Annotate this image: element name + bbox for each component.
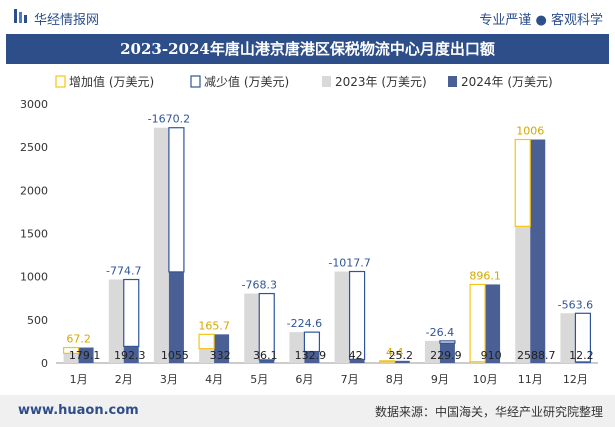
top-bar: 华经情报网 专业严谨 ● 客观科学 xyxy=(0,0,615,34)
slogan: 专业严谨 ● 客观科学 xyxy=(479,13,603,28)
bar-2024 xyxy=(394,360,410,363)
decrease-outline xyxy=(303,331,321,353)
decrease-value-label: -774.7 xyxy=(106,265,141,278)
bar-2024 xyxy=(304,351,320,363)
legend-increase-swatch xyxy=(55,75,66,88)
decrease-outline xyxy=(168,127,185,273)
value-2024-label: 332 xyxy=(210,349,231,362)
bar-2023 xyxy=(199,348,215,363)
bar-2024 xyxy=(123,346,139,363)
increase-outline xyxy=(198,333,215,350)
value-2024-label: 2588.7 xyxy=(517,349,556,362)
value-2024-label: 179.1 xyxy=(69,349,101,362)
increase-outline xyxy=(62,346,80,354)
bar-2024 xyxy=(530,139,546,363)
bar-2024 xyxy=(349,359,365,363)
brand-name: 华经情报网 xyxy=(34,13,100,28)
bar-2024 xyxy=(485,284,501,363)
legend-increase-label: 增加值 (万美元) xyxy=(69,74,154,89)
x-tick-label: 9月 xyxy=(431,373,449,386)
bar-2023 xyxy=(515,226,531,363)
huajing-logo-icon xyxy=(14,9,27,23)
increase-value-label: 165.7 xyxy=(198,319,230,332)
increase-value-label: 1006 xyxy=(516,125,544,138)
decrease-outline xyxy=(439,340,456,344)
x-tick-label: 6月 xyxy=(295,373,313,386)
value-2024-label: 42 xyxy=(349,349,363,362)
bar-2024 xyxy=(259,359,275,363)
value-2024-label: 132.9 xyxy=(295,349,327,362)
y-tick-label: 2000 xyxy=(20,184,48,197)
bar-2023 xyxy=(63,353,79,363)
decrease-value-label: -768.3 xyxy=(242,279,277,292)
y-tick-label: 500 xyxy=(27,314,48,327)
y-tick-label: 1000 xyxy=(20,271,48,284)
value-2024-label: 36.1 xyxy=(253,349,278,362)
bar-2023 xyxy=(334,271,350,363)
chart-title: 2023-2024年唐山港京唐港区保税物流中心月度出口额 xyxy=(6,34,609,64)
x-tick-label: 4月 xyxy=(205,373,223,386)
decrease-value-label: -224.6 xyxy=(287,317,322,330)
increase-value-label: 4.4 xyxy=(386,346,404,359)
legend-decrease-swatch xyxy=(190,75,201,88)
bar-2023 xyxy=(424,340,440,363)
x-tick-label: 3月 xyxy=(160,373,178,386)
legend-2024-swatch xyxy=(448,76,457,87)
data-source: 数据来源：中国海关，华经产业研究院整理 xyxy=(374,405,603,419)
bar-2023 xyxy=(289,332,305,363)
x-tick-label: 5月 xyxy=(250,373,268,386)
decrease-value-label: -1017.7 xyxy=(328,257,370,270)
value-2024-label: 192.3 xyxy=(114,349,146,362)
x-tick-label: 11月 xyxy=(518,373,543,386)
decrease-outline xyxy=(123,278,140,347)
bar-2023 xyxy=(153,127,169,363)
value-2024-label: 25.2 xyxy=(389,349,414,362)
increase-value-label: 896.1 xyxy=(469,269,501,282)
value-2024-label: 12.2 xyxy=(569,349,594,362)
decrease-value-label: -26.4 xyxy=(426,326,454,339)
value-2024-label: 910 xyxy=(481,349,502,362)
bar-2023 xyxy=(244,293,260,363)
y-tick-label: 3000 xyxy=(20,98,48,111)
y-tick-label: 2500 xyxy=(20,141,48,154)
decrease-value-label: -1670.2 xyxy=(148,113,190,126)
x-tick-label: 2月 xyxy=(115,373,133,386)
y-tick-label: 1500 xyxy=(20,228,48,241)
increase-value-label: 67.2 xyxy=(66,333,91,346)
legend-decrease-label: 减少值 (万美元) xyxy=(204,74,289,89)
legend-2023-label: 2023年 (万美元) xyxy=(335,75,427,89)
value-2024-label: 1055 xyxy=(161,349,189,362)
decrease-outline xyxy=(258,292,275,361)
increase-outline xyxy=(469,283,486,363)
bar-2023 xyxy=(108,279,124,363)
increase-outline xyxy=(379,360,396,363)
x-tick-label: 1月 xyxy=(70,373,88,386)
x-tick-label: 10月 xyxy=(473,373,498,386)
y-tick-label: 0 xyxy=(41,357,48,370)
legend-2023-swatch xyxy=(322,76,331,87)
x-tick-label: 8月 xyxy=(386,373,404,386)
increase-outline xyxy=(514,138,531,227)
footer-bar: www.huaon.com 数据来源：中国海关，华经产业研究院整理 xyxy=(0,395,615,427)
decrease-outline xyxy=(574,312,592,363)
x-tick-label: 12月 xyxy=(563,373,588,386)
legend-2024-label: 2024年 (万美元) xyxy=(461,75,553,89)
bar-2024 xyxy=(439,343,455,363)
bar-2024 xyxy=(168,271,184,363)
bar-2024 xyxy=(78,347,94,363)
decrease-outline xyxy=(348,270,366,360)
bar-chart: 增加值 (万美元) 减少值 (万美元) 2023年 (万美元) 2024年 (万美元)… xyxy=(20,74,598,386)
decrease-value-label: -563.6 xyxy=(558,298,593,311)
x-tick-label: 7月 xyxy=(341,373,359,386)
bar-2023 xyxy=(560,313,576,363)
value-2024-label: 229.9 xyxy=(430,349,462,362)
website-link[interactable]: www.huaon.com xyxy=(18,403,139,418)
bar-2024 xyxy=(214,334,230,363)
